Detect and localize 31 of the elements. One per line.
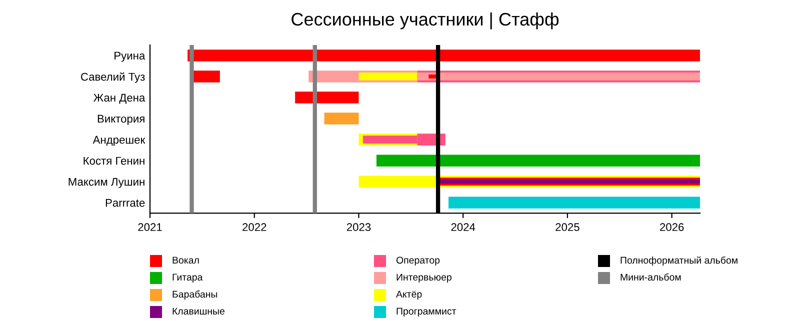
x-tick-label: 2024 (451, 223, 476, 232)
y-tick-label: Андрешек (92, 136, 146, 146)
legend-label: Вокал (172, 256, 199, 264)
y-tick-label: Жан Дена (93, 94, 146, 104)
legend-label: Актёр (396, 290, 422, 300)
x-tick-label: 2022 (242, 223, 266, 232)
legend-label: Барабаны (172, 290, 218, 300)
y-tick-label: Максим Лушин (68, 178, 144, 188)
legend-label: Гитара (172, 274, 203, 283)
y-tick-label: Костя Генин (84, 156, 144, 165)
legend-label: Интервьюер (396, 274, 452, 283)
bar (295, 92, 359, 104)
bar (188, 50, 700, 62)
x-tick-label: 2023 (346, 223, 371, 232)
y-tick-label: Руина (114, 52, 146, 62)
y-tick-label: Виктория (98, 114, 144, 125)
legend-label: Оператор (396, 256, 440, 266)
legend-label: Полноформатный альбом (620, 256, 738, 266)
x-tick-label: 2025 (556, 223, 580, 232)
legend-label: Программист (396, 308, 456, 317)
x-tick-label: 2021 (138, 223, 162, 232)
y-tick-label: Parrrate (106, 199, 145, 207)
y-tick-label: Савелий Туз (81, 72, 145, 83)
bar (192, 70, 220, 82)
x-tick-label: 2026 (660, 223, 684, 232)
bar (376, 154, 700, 166)
legend-label: Мини-альбом (620, 273, 681, 281)
bar (448, 196, 700, 209)
legend-label: Клавишные (172, 308, 224, 315)
chart-title: Сессионные участники | Стафф (292, 12, 559, 30)
bar (324, 112, 359, 124)
